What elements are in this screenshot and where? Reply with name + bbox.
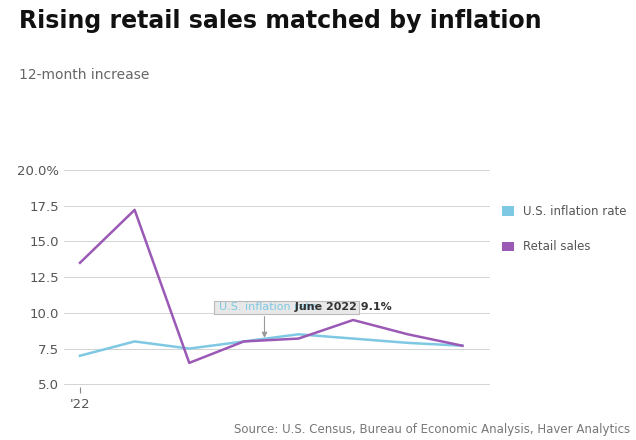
Text: U.S. inflation rate: U.S. inflation rate	[523, 205, 626, 218]
Text: June 2022 9.1%: June 2022 9.1%	[291, 302, 392, 312]
Text: Retail sales: Retail sales	[523, 240, 590, 253]
FancyBboxPatch shape	[214, 301, 359, 314]
Text: Source: U.S. Census, Bureau of Economic Analysis, Haver Analytics: Source: U.S. Census, Bureau of Economic …	[233, 422, 630, 436]
Text: 12-month increase: 12-month increase	[19, 68, 149, 82]
Text: U.S. inflation rate: U.S. inflation rate	[219, 302, 317, 312]
Text: Rising retail sales matched by inflation: Rising retail sales matched by inflation	[19, 9, 542, 33]
